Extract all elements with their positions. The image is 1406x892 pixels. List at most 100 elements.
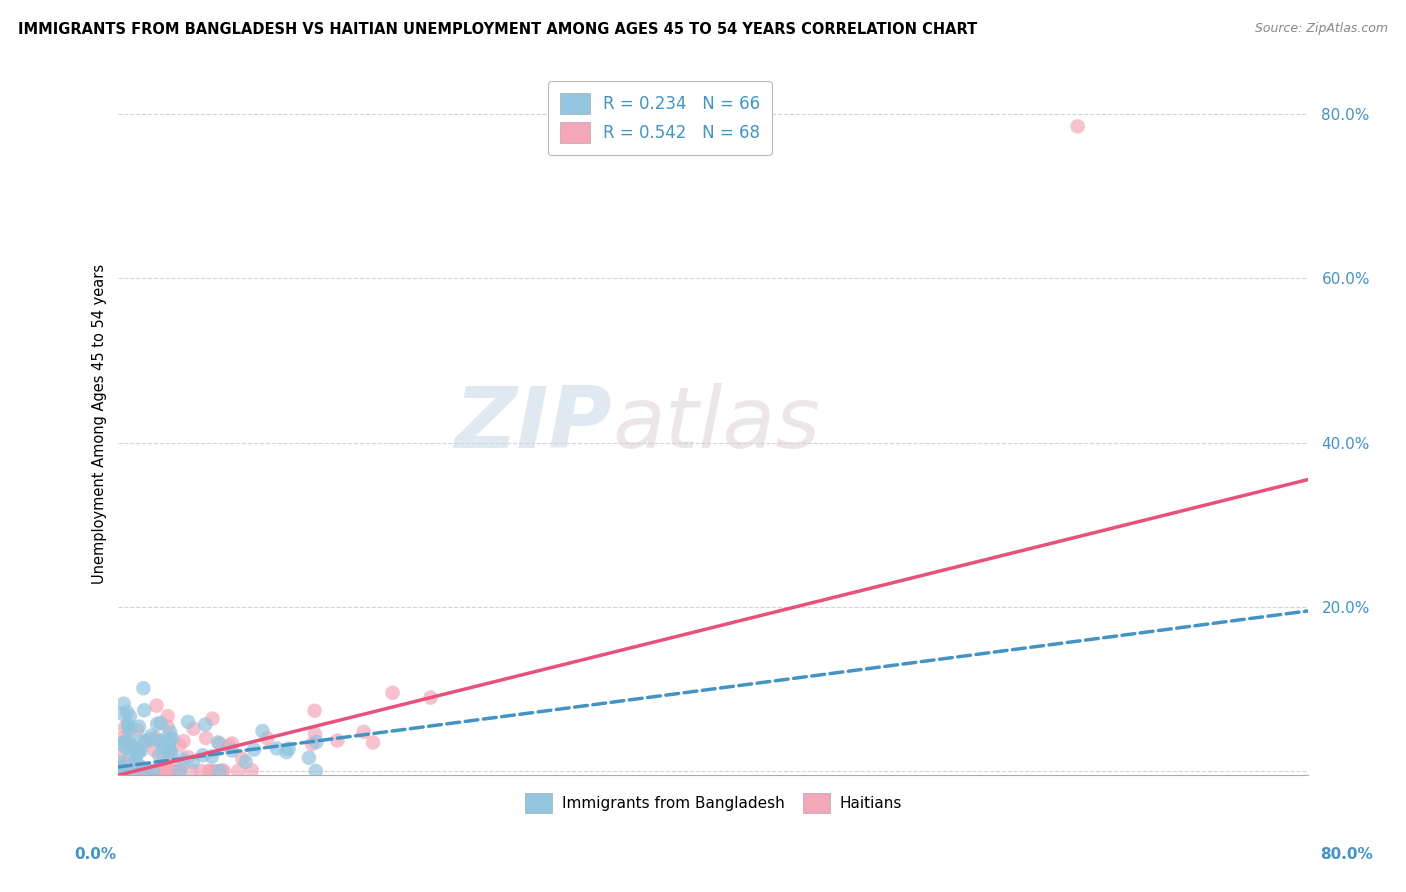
Point (125, 747, 148, 761)
Point (139, 732, 162, 747)
Point (114, 740, 136, 755)
Point (212, 764, 235, 778)
Point (159, 731, 181, 746)
Point (160, 764, 183, 778)
Point (298, 751, 321, 765)
Point (111, 764, 134, 778)
Point (117, 720, 139, 734)
Point (276, 745, 298, 759)
Point (148, 748, 170, 763)
Point (177, 750, 200, 764)
Point (194, 717, 217, 731)
Point (221, 743, 243, 757)
Point (138, 764, 160, 778)
Point (155, 764, 177, 778)
Point (198, 764, 221, 778)
Point (120, 740, 142, 755)
Point (118, 709, 141, 723)
Point (156, 709, 179, 723)
Point (208, 764, 231, 778)
Point (165, 764, 187, 778)
Point (167, 764, 190, 778)
Point (120, 739, 142, 753)
Point (143, 743, 166, 757)
Point (205, 764, 228, 778)
Point (134, 764, 156, 778)
Point (252, 724, 274, 739)
Point (115, 705, 138, 719)
Legend: Immigrants from Bangladesh, Haitians: Immigrants from Bangladesh, Haitians (517, 785, 910, 820)
Point (305, 764, 328, 778)
Point (110, 761, 132, 775)
Point (218, 739, 240, 753)
Point (118, 734, 141, 748)
Point (170, 760, 193, 774)
Point (118, 748, 141, 763)
Text: IMMIGRANTS FROM BANGLADESH VS HAITIAN UNEMPLOYMENT AMONG AGES 45 TO 54 YEARS COR: IMMIGRANTS FROM BANGLADESH VS HAITIAN UN… (18, 22, 977, 37)
Point (191, 748, 214, 763)
Point (180, 764, 202, 778)
Point (146, 717, 169, 731)
Text: 80.0%: 80.0% (1320, 847, 1374, 862)
Point (111, 731, 134, 745)
Point (138, 764, 160, 778)
Point (301, 737, 323, 751)
Point (108, 756, 131, 770)
Text: 0.0%: 0.0% (75, 847, 117, 862)
Point (156, 720, 179, 734)
Point (107, 764, 129, 778)
Point (129, 760, 152, 774)
Point (361, 735, 384, 749)
Point (243, 742, 266, 756)
Point (173, 752, 195, 766)
Point (125, 743, 148, 757)
Point (157, 763, 180, 777)
Point (221, 737, 243, 751)
Point (150, 761, 173, 775)
Point (117, 717, 139, 731)
Point (167, 739, 190, 753)
Point (190, 764, 212, 778)
Point (305, 735, 328, 749)
Point (149, 734, 172, 748)
Point (145, 698, 167, 713)
Point (226, 764, 249, 778)
Text: ZIP: ZIP (454, 383, 612, 466)
Point (266, 741, 288, 756)
Text: atlas: atlas (612, 383, 820, 466)
Point (150, 764, 173, 778)
Point (172, 734, 194, 748)
Point (353, 724, 375, 739)
Point (145, 731, 167, 745)
Point (240, 763, 263, 777)
Point (160, 746, 183, 760)
Point (304, 727, 326, 741)
Point (112, 764, 135, 778)
Point (145, 764, 167, 778)
Point (132, 764, 155, 778)
Point (127, 758, 149, 772)
Point (111, 706, 134, 721)
Point (127, 723, 149, 737)
Point (165, 764, 187, 778)
Point (235, 755, 257, 769)
Point (201, 749, 224, 764)
Point (153, 764, 176, 778)
Point (256, 731, 278, 746)
Text: Source: ZipAtlas.com: Source: ZipAtlas.com (1254, 22, 1388, 36)
Point (128, 744, 150, 758)
Point (152, 740, 174, 755)
Point (200, 764, 222, 778)
Point (169, 764, 191, 778)
Point (381, 686, 404, 700)
Point (1066, 120, 1088, 134)
Point (118, 723, 141, 737)
Point (201, 712, 224, 726)
Point (120, 758, 142, 772)
Point (121, 764, 143, 778)
Point (132, 681, 155, 695)
Point (211, 764, 233, 778)
Point (135, 764, 157, 778)
Point (152, 752, 174, 766)
Point (159, 744, 181, 758)
